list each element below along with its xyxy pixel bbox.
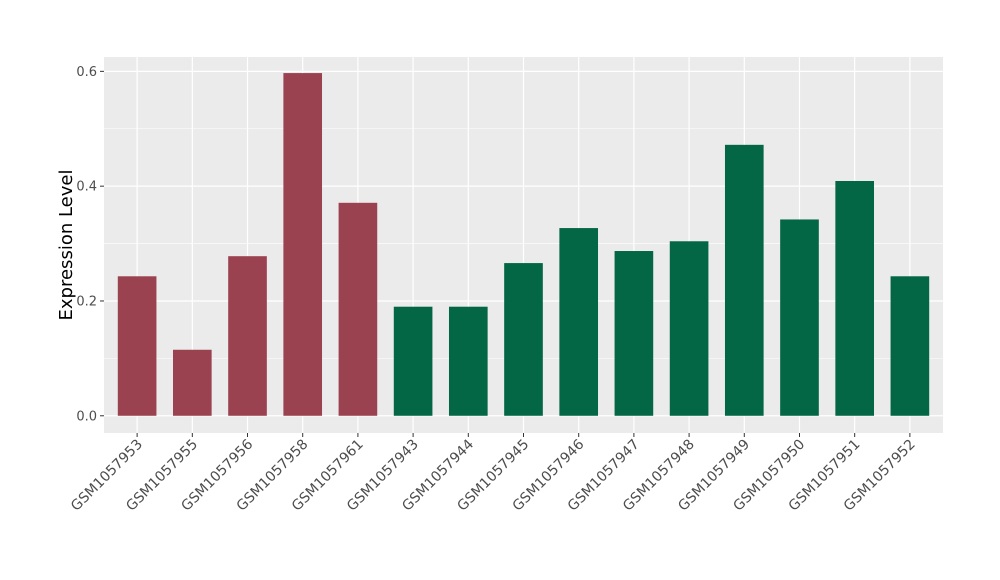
bar-GSM1057943 [393, 306, 433, 416]
bars [117, 73, 930, 416]
y-axis-title: Expression Level [56, 170, 77, 321]
bar-GSM1057958 [283, 73, 323, 416]
bar-GSM1057961 [338, 202, 378, 416]
y-axis: 0.0 0.2 0.4 0.6 [76, 65, 104, 424]
x-axis: GSM1057953GSM1057955GSM1057956GSM1057958… [68, 433, 919, 514]
y-tick-label: 0.0 [76, 409, 97, 424]
bar-GSM1057952 [890, 276, 930, 416]
y-tick-label: 0.4 [76, 180, 97, 195]
bar-GSM1057955 [172, 349, 212, 416]
bar-GSM1057949 [724, 144, 764, 416]
bar-GSM1057950 [780, 219, 819, 416]
bar-GSM1057948 [669, 241, 709, 416]
bar-GSM1057956 [228, 256, 267, 416]
bar-GSM1057944 [448, 306, 488, 416]
y-tick-label: 0.6 [76, 65, 97, 80]
bar-GSM1057953 [117, 276, 157, 416]
bar-GSM1057951 [835, 180, 875, 416]
y-tick-label: 0.2 [76, 294, 97, 309]
bar-GSM1057946 [559, 228, 599, 416]
bar-GSM1057947 [614, 251, 654, 416]
bar-GSM1057945 [504, 263, 543, 416]
